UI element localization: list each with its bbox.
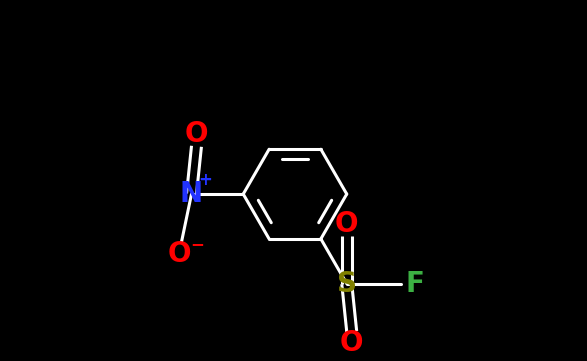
Text: O: O xyxy=(168,240,191,268)
Text: F: F xyxy=(406,270,425,298)
Text: O: O xyxy=(185,120,208,148)
Text: N: N xyxy=(180,180,203,208)
Text: +: + xyxy=(198,171,212,189)
Text: O: O xyxy=(335,210,359,238)
Text: O: O xyxy=(340,329,363,357)
Text: S: S xyxy=(337,270,357,298)
Text: −: − xyxy=(191,235,204,253)
